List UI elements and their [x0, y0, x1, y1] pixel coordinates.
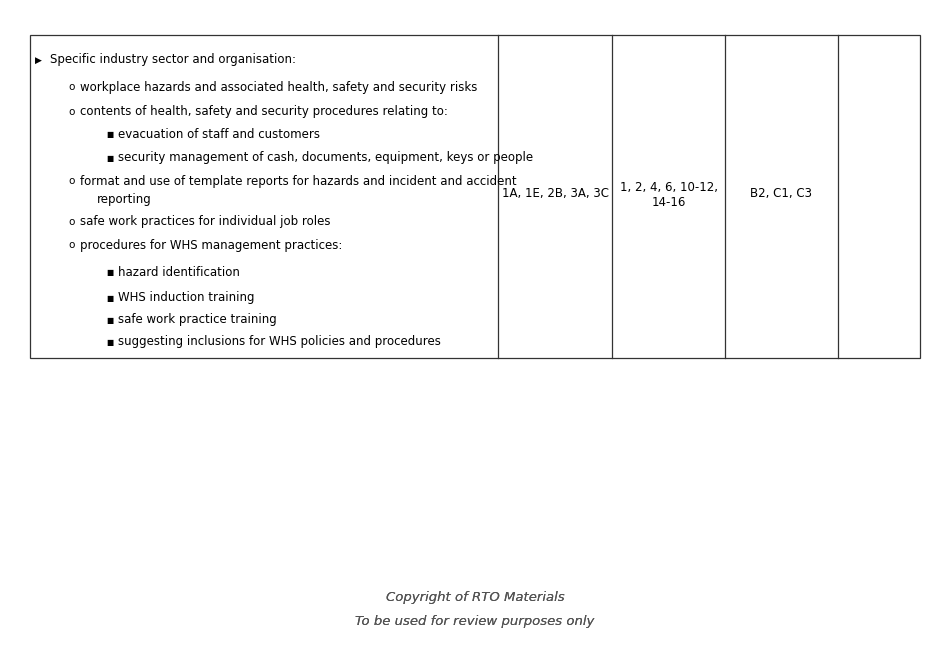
Text: ■: ■	[106, 294, 114, 302]
Text: ■: ■	[106, 315, 114, 325]
Text: security management of cash, documents, equipment, keys or people: security management of cash, documents, …	[118, 151, 533, 165]
Text: Specific industry sector and organisation:: Specific industry sector and organisatio…	[50, 54, 296, 67]
Text: Copyright of RTO Materials: Copyright of RTO Materials	[386, 591, 564, 603]
Text: ■: ■	[106, 269, 114, 278]
Text: format and use of template reports for hazards and incident and accident: format and use of template reports for h…	[80, 175, 517, 187]
Text: ■: ■	[106, 130, 114, 140]
Text: 14-16: 14-16	[652, 196, 686, 208]
Text: o: o	[68, 107, 75, 117]
Text: B2, C1, C3: B2, C1, C3	[750, 187, 812, 200]
Text: ■: ■	[106, 337, 114, 347]
Text: 1, 2, 4, 6, 10-12,: 1, 2, 4, 6, 10-12,	[619, 181, 717, 194]
Text: ▶: ▶	[34, 56, 42, 65]
Text: contents of health, safety and security procedures relating to:: contents of health, safety and security …	[80, 106, 447, 118]
Text: workplace hazards and associated health, safety and security risks: workplace hazards and associated health,…	[80, 81, 477, 93]
Text: o: o	[68, 82, 75, 92]
Text: reporting: reporting	[97, 194, 152, 206]
Text: o: o	[68, 217, 75, 227]
Text: To be used for review purposes only: To be used for review purposes only	[355, 616, 595, 628]
Text: ■: ■	[106, 153, 114, 163]
Text: 1A, 1E, 2B, 3A, 3C: 1A, 1E, 2B, 3A, 3C	[502, 187, 609, 200]
Text: procedures for WHS management practices:: procedures for WHS management practices:	[80, 239, 342, 251]
Text: safe work practices for individual job roles: safe work practices for individual job r…	[80, 216, 331, 228]
Text: Copyright of RTO Materials: Copyright of RTO Materials	[386, 591, 564, 603]
Text: WHS induction training: WHS induction training	[118, 292, 255, 304]
Text: To be used for review purposes only: To be used for review purposes only	[355, 616, 595, 628]
Text: hazard identification: hazard identification	[118, 267, 239, 280]
Text: o: o	[68, 176, 75, 186]
Text: safe work practice training: safe work practice training	[118, 314, 276, 327]
Text: suggesting inclusions for WHS policies and procedures: suggesting inclusions for WHS policies a…	[118, 335, 441, 349]
Text: evacuation of staff and customers: evacuation of staff and customers	[118, 128, 320, 142]
Text: o: o	[68, 240, 75, 250]
Bar	[30, 35, 920, 358]
